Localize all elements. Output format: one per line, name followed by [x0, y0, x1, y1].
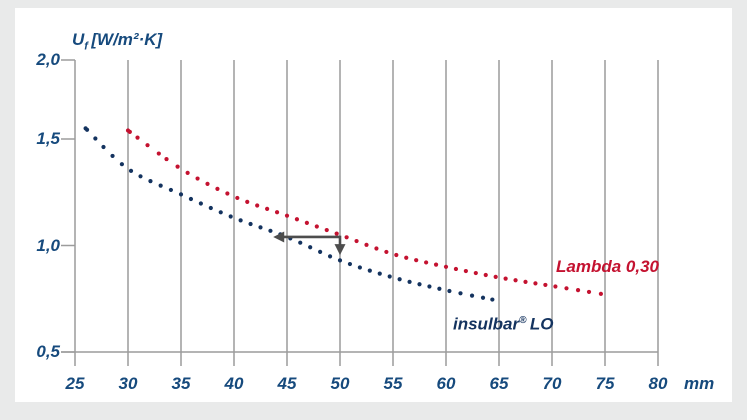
x-tick-label: 65: [489, 374, 509, 393]
data-curves: [83, 126, 604, 302]
arrowhead-down: [334, 244, 346, 256]
x-tick-label: 75: [595, 374, 615, 393]
reduction-arrow: [273, 231, 346, 256]
y-tick-label: 1,5: [36, 129, 60, 148]
x-axis-unit-label: mm: [684, 374, 715, 393]
series-dots: [125, 128, 604, 296]
y-tick-label: 1,0: [36, 235, 60, 255]
x-tick-label: 55: [383, 374, 403, 393]
x-tick-label: 70: [542, 374, 562, 393]
series-dots: [83, 126, 495, 302]
x-tick-label: 30: [118, 374, 138, 393]
series-label-lambda-030: Lambda 0,30: [556, 257, 659, 276]
x-tick-label: 45: [277, 374, 297, 393]
y-axis-symbol-subscript: f: [84, 40, 88, 53]
arrowhead-left: [273, 231, 285, 243]
insulbar-name: insulbar: [453, 314, 520, 334]
x-tick-label: 60: [436, 374, 456, 393]
x-tick-label: 40: [224, 374, 244, 393]
y-axis-units: [W/m²·K]: [91, 30, 163, 49]
x-tick-label: 80: [648, 374, 668, 393]
x-tick-label: 50: [330, 374, 350, 393]
y-axis-symbol: U: [72, 30, 85, 49]
x-tick-label: 35: [171, 374, 191, 393]
y-axis-title: Uf [W/m²·K]: [72, 30, 162, 56]
y-tick-label: 0,5: [36, 342, 60, 361]
chart-card: [15, 8, 732, 402]
registered-trademark-icon: ®: [519, 315, 527, 326]
y-tick-label: 2,0: [36, 50, 60, 69]
insulbar-suffix: LO: [529, 314, 554, 334]
series-label-insulbar-lo: insulbar® LO: [453, 311, 554, 335]
x-tick-label: 25: [65, 374, 85, 393]
grid-lines: [61, 59, 659, 366]
